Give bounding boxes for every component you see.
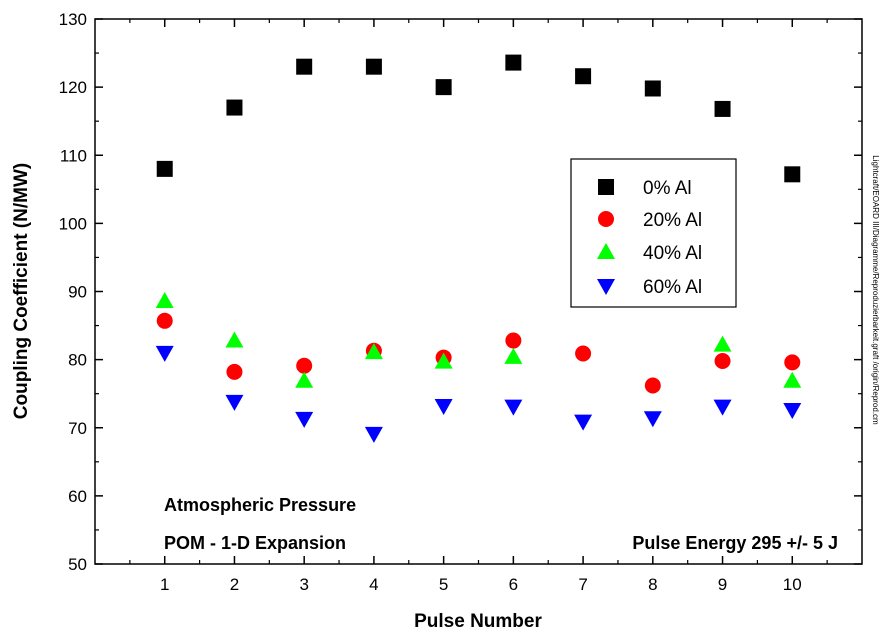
- data-point-series-2: [504, 347, 523, 364]
- data-point-series-2: [434, 352, 453, 369]
- y-tick-label: 60: [68, 487, 87, 506]
- annotation-pulse-energy: Pulse Energy 295 +/- 5 J: [632, 533, 838, 553]
- data-point-series-1: [156, 312, 173, 329]
- data-point-series-3: [783, 403, 802, 420]
- data-point-series-0: [435, 79, 452, 96]
- data-point-series-3: [504, 399, 523, 416]
- data-point-series-2: [225, 331, 244, 348]
- data-point-series-2: [295, 371, 314, 388]
- legend-markers: [597, 179, 615, 295]
- legend-marker-2: [597, 243, 615, 259]
- y-tick-label: 100: [59, 214, 87, 233]
- y-tick-label: 120: [59, 78, 87, 97]
- data-point-series-3: [364, 426, 383, 443]
- legend: 0% Al 20% Al 40% Al 60% Al: [570, 158, 737, 308]
- data-point-series-3: [713, 399, 732, 416]
- data-point-series-0: [156, 160, 173, 177]
- data-point-series-0: [784, 166, 801, 183]
- data-point-series-3: [434, 398, 453, 415]
- y-tick-label: 110: [60, 146, 87, 165]
- data-point-series-1: [575, 345, 592, 362]
- x-tick-label: 4: [369, 575, 378, 594]
- data-marks: [155, 54, 802, 443]
- x-tick-label: 9: [718, 575, 727, 594]
- data-point-series-2: [783, 371, 802, 388]
- legend-label-1: 20% Al: [643, 210, 702, 231]
- data-point-series-2: [364, 343, 383, 360]
- legend-label-0: 0% Al: [643, 178, 692, 199]
- legend-label-3: 60% Al: [643, 277, 702, 298]
- legend-marker-1: [598, 211, 614, 227]
- y-tick-label: 130: [59, 10, 87, 29]
- y-tick-label: 50: [68, 555, 87, 574]
- data-point-series-0: [365, 58, 382, 75]
- data-point-series-2: [713, 335, 732, 352]
- data-point-series-1: [644, 377, 661, 394]
- legend-label-2: 40% Al: [643, 243, 702, 264]
- axis-ticks: 1 2 3 4 5 6 7 8 9 10 50 60 70 80 90 100 110 120 130: [59, 10, 862, 594]
- legend-marker-0: [598, 179, 614, 195]
- x-tick-label: 8: [648, 575, 657, 594]
- x-tick-label: 6: [509, 575, 518, 594]
- x-tick-label: 7: [578, 575, 587, 594]
- data-point-series-1: [505, 332, 522, 349]
- data-point-series-3: [155, 345, 174, 362]
- x-tick-label: 5: [439, 575, 448, 594]
- data-point-series-3: [225, 394, 244, 411]
- data-point-series-0: [644, 80, 661, 97]
- file-path-note: Lightcraft/EOARD III/Diagramme/Reproduzi…: [871, 155, 880, 425]
- legend-marker-3: [597, 279, 615, 295]
- data-point-series-3: [295, 411, 314, 428]
- data-point-series-3: [574, 414, 593, 431]
- y-axis-title: Coupling Coefficient (N/MW): [11, 163, 32, 419]
- y-tick-label: 70: [68, 419, 87, 438]
- x-axis-title: Pulse Number: [414, 611, 542, 632]
- data-point-series-1: [226, 363, 243, 380]
- data-point-series-1: [296, 357, 313, 374]
- data-point-series-0: [714, 100, 731, 117]
- y-tick-label: 90: [68, 283, 87, 302]
- x-tick-label: 2: [230, 575, 239, 594]
- annotation-material: POM - 1-D Expansion: [164, 533, 346, 553]
- x-tick-label: 3: [299, 575, 308, 594]
- data-point-series-1: [784, 354, 801, 371]
- data-point-series-3: [643, 411, 662, 428]
- data-point-series-2: [155, 292, 174, 309]
- plot-frame: [94, 18, 863, 565]
- annotation-pressure: Atmospheric Pressure: [164, 495, 356, 515]
- x-tick-label: 1: [160, 575, 169, 594]
- y-tick-label: 80: [68, 351, 87, 370]
- data-point-series-1: [714, 352, 731, 369]
- data-point-series-0: [575, 68, 592, 85]
- x-tick-label: 10: [783, 575, 802, 594]
- data-point-series-0: [505, 54, 522, 71]
- data-point-series-0: [226, 99, 243, 116]
- data-point-series-0: [296, 58, 313, 75]
